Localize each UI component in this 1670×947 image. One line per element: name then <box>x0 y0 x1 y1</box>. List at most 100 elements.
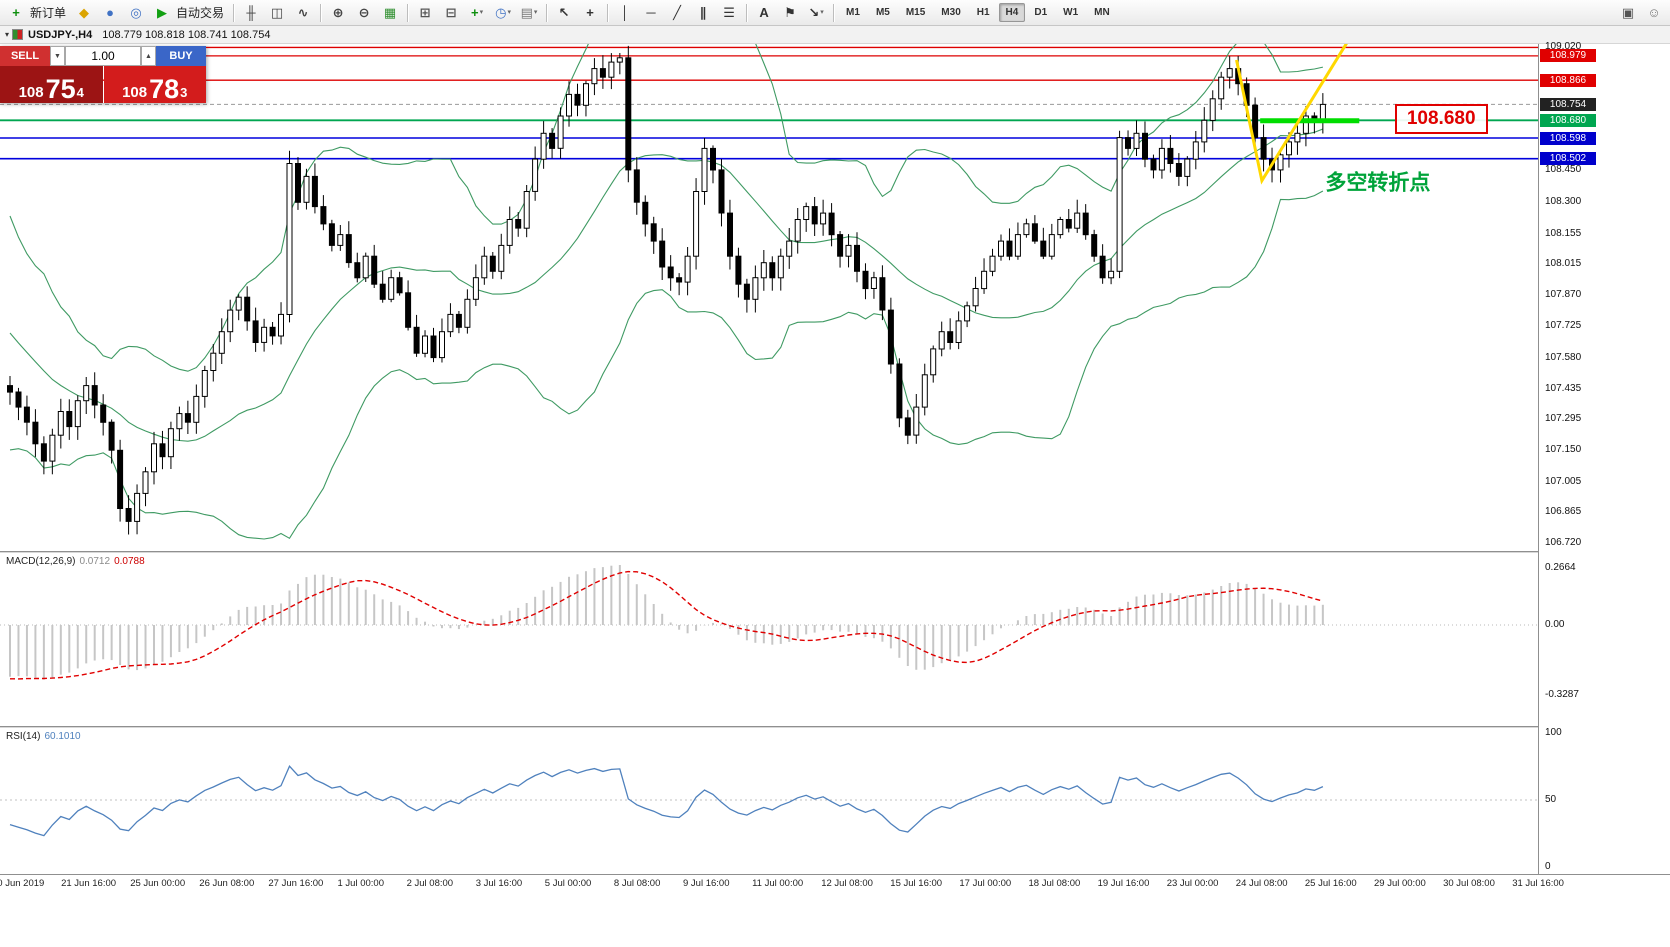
horizontal-line-button[interactable]: ─ <box>639 2 663 24</box>
macd-signal-line <box>9 570 1324 680</box>
sell-button[interactable]: SELL <box>0 46 50 66</box>
dropdown-caret-icon[interactable]: ▾ <box>533 9 538 16</box>
bar-chart-button[interactable]: ╫ <box>239 2 263 24</box>
buy-price-button[interactable]: 108 78 3 <box>103 66 206 104</box>
timeframe-m5-button[interactable]: M5 <box>875 7 890 18</box>
rsi-axis-label: 0 <box>1545 861 1551 872</box>
toolbar-separator <box>407 3 409 22</box>
price-axis-label: 107.435 <box>1545 382 1582 394</box>
candlestick-chart-button[interactable]: ◫ <box>265 2 289 24</box>
toolbar: + 新订单 ◆ ● ◎ ▶ 自动交易 ╫ ◫ ∿ ⊕ ⊖ ▦ ⊞ ⊟ + ▾ ◷ ▾ ▤ ▾ ↖ + │ ─ ╱ ∥ ☰ A ⚑ ↘ ▾ M1 M… <box>0 0 1670 26</box>
templates-button[interactable]: ▤ ▾ <box>517 2 541 24</box>
cascade-windows-icon: ⊟ <box>445 5 457 20</box>
price-scale[interactable]: 109.020 108.450 108.300 108.155 108.015 107.8… <box>1538 41 1670 874</box>
time-axis-label: 25 Jul 16:00 <box>1304 878 1357 889</box>
price-chart-pane[interactable]: 多空转折点 <box>0 44 1538 551</box>
clock-icon: ◷ <box>495 5 507 20</box>
vertical-line-button[interactable]: │ <box>613 2 637 24</box>
price-axis-label: 107.725 <box>1545 320 1582 332</box>
price-axis-label: 108.300 <box>1545 196 1582 208</box>
sell-price-big: 75 <box>45 74 76 104</box>
fibonacci-button[interactable]: ☰ <box>717 2 741 24</box>
buy-button[interactable]: BUY <box>156 46 206 66</box>
price-axis-badge: 108.680 <box>1540 113 1596 127</box>
v-shape-annotation <box>1235 44 1348 185</box>
chart-area[interactable]: 多空转折点 MACD(12,26,9) 0.0712 0.0788 RSI(14) 6… <box>0 41 1670 947</box>
cascade-windows-button[interactable]: ⊟ <box>439 2 463 24</box>
indicators-button[interactable]: + ▾ <box>465 2 489 24</box>
rsi-value: 60.1010 <box>44 731 81 742</box>
time-axis-label: 8 Jul 08:00 <box>613 878 661 889</box>
zoom-in-button[interactable]: ⊕ <box>326 2 350 24</box>
channel-icon: ∥ <box>699 5 707 20</box>
timeframe-mn-button[interactable]: MN <box>1094 7 1110 18</box>
dropdown-caret-icon[interactable]: ▾ <box>820 9 824 16</box>
macd-main-value: 0.0712 <box>79 556 111 567</box>
label-tool-button[interactable]: ⚑ <box>778 2 802 24</box>
time-axis-label: 9 Jul 16:00 <box>683 878 730 889</box>
timeframe-m15-button[interactable]: M15 <box>905 7 926 18</box>
new-order-button[interactable]: + <box>4 2 28 24</box>
timeframe-h1-button[interactable]: H1 <box>976 7 990 18</box>
macd-signal-value: 0.0788 <box>114 556 145 567</box>
grid-button[interactable]: ▦ <box>378 2 402 24</box>
trendline-button[interactable]: ╱ <box>665 2 689 24</box>
price-axis-badge: 108.502 <box>1540 152 1596 166</box>
time-scale[interactable]: 20 Jun 2019 21 Jun 16:00 25 Jun 00:00 26 Ju… <box>0 874 1670 891</box>
macd-pane[interactable] <box>0 553 1538 726</box>
new-order-icon: + <box>12 5 20 20</box>
indicators-icon: + <box>470 5 479 20</box>
candles-series <box>7 45 1326 535</box>
toolbar-separator <box>233 3 235 22</box>
lot-decrease-button[interactable]: ▼ <box>50 46 65 66</box>
dropdown-caret-icon[interactable]: ▾ <box>479 9 484 16</box>
price-axis-label: 107.005 <box>1545 475 1582 487</box>
time-axis-label: 3 Jul 16:00 <box>475 878 523 889</box>
text-tool-button[interactable]: A <box>752 2 776 24</box>
auto-trading-button[interactable]: ▶ <box>150 2 174 24</box>
line-chart-button[interactable]: ∿ <box>291 2 315 24</box>
timeframe-d1-button[interactable]: D1 <box>1034 7 1048 18</box>
rsi-pane[interactable] <box>0 728 1538 874</box>
crosshair-button[interactable]: + <box>578 2 602 24</box>
timeframe-m1-button[interactable]: M1 <box>846 7 860 18</box>
timeframe-h4-button[interactable]: H4 <box>998 3 1026 22</box>
time-axis-label: 25 Jun 00:00 <box>130 878 186 889</box>
vertical-line-icon: │ <box>620 5 630 20</box>
buy-price-big: 78 <box>149 74 180 104</box>
chart-ohlc-values: 108.779 108.818 108.741 108.754 <box>102 28 271 41</box>
turning-point-annotation: 多空转折点 <box>1325 170 1430 194</box>
pane-separator[interactable] <box>0 726 1670 728</box>
profiles-button[interactable]: ● <box>98 2 122 24</box>
dropdown-caret-icon[interactable]: ▾ <box>507 9 511 16</box>
toolbar-separator <box>546 3 548 22</box>
cursor-button[interactable]: ↖ <box>552 2 576 24</box>
toolbar-separator <box>746 3 748 22</box>
pane-separator[interactable] <box>0 551 1670 553</box>
sell-price-button[interactable]: 108 75 4 <box>0 66 103 103</box>
new-window-button[interactable]: ▣ <box>1616 2 1640 24</box>
window-menu-icon[interactable]: ▾ <box>5 30 10 39</box>
tile-windows-button[interactable]: ⊞ <box>413 2 437 24</box>
chart-title: USDJPY-,H4 <box>28 28 93 41</box>
timeframe-w1-button[interactable]: W1 <box>1063 7 1079 18</box>
chart-caption-bar: ▾ USDJPY-,H4 108.779 108.818 108.741 108… <box>0 26 1670 44</box>
rsi-axis-label: 50 <box>1545 794 1557 805</box>
lot-increase-button[interactable]: ▲ <box>141 46 156 66</box>
auto-trading-button-label: 自动交易 <box>176 6 225 20</box>
channel-button[interactable]: ∥ <box>691 2 715 24</box>
arrows-tool-button[interactable]: ↘ ▾ <box>804 2 828 24</box>
price-axis-label: 107.150 <box>1545 444 1582 456</box>
timeframe-m30-button[interactable]: M30 <box>941 7 961 18</box>
time-axis-label: 5 Jul 00:00 <box>544 878 592 889</box>
macd-histogram <box>9 565 1324 680</box>
terminal-button[interactable]: ◎ <box>124 2 148 24</box>
help-button[interactable]: ☺ <box>1642 2 1666 24</box>
lot-size-input[interactable] <box>65 46 141 66</box>
price-callout[interactable]: 108.680 <box>1394 104 1488 135</box>
periods-button[interactable]: ◷ ▾ <box>491 2 515 24</box>
charts-button[interactable]: ◆ <box>72 2 96 24</box>
time-axis-label: 30 Jul 08:00 <box>1443 878 1495 889</box>
zoom-out-button[interactable]: ⊖ <box>352 2 376 24</box>
